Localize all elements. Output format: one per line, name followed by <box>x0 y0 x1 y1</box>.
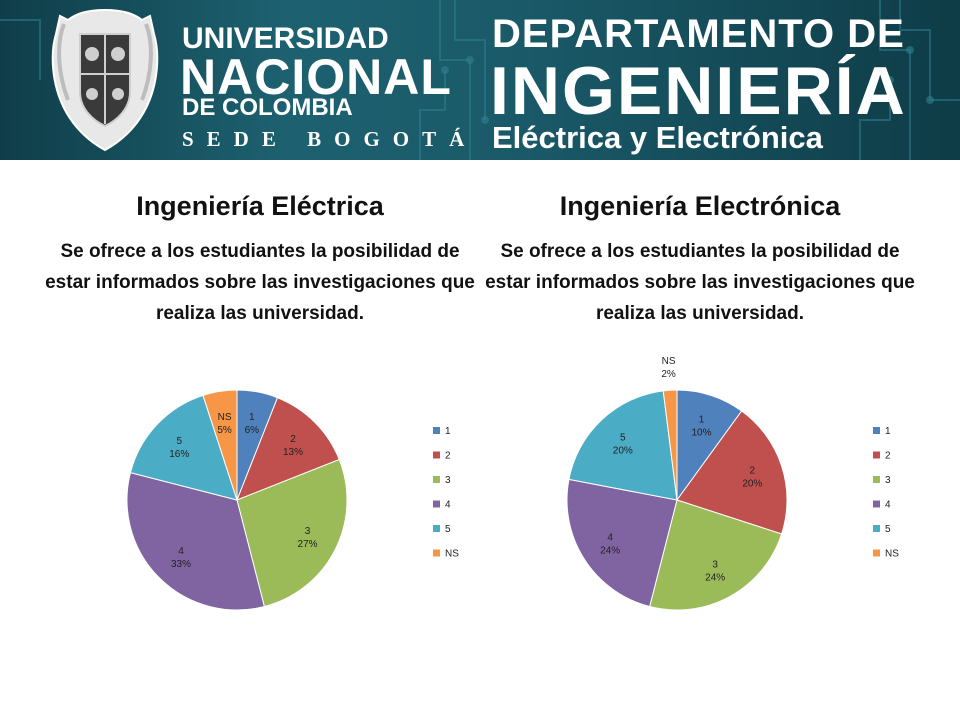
legend-entry: NS <box>445 549 459 560</box>
legend-swatch <box>873 500 880 508</box>
legend-swatch <box>873 427 880 434</box>
legend-swatch <box>873 549 880 557</box>
legend-entry: 1 <box>885 426 891 437</box>
pie-chart-electronica: 1 10% 2 20% 3 24% 4 24% 5 20% NS 2% 1 2 3 4 5 NS <box>566 356 899 611</box>
chart-subtitle: Se ofrece a los estudiantes la posibilid… <box>485 241 915 324</box>
university-name-line1: UNIVERSIDAD <box>182 22 389 55</box>
pie-slice-ns <box>202 389 238 501</box>
pie-slice-2 <box>236 397 340 501</box>
legend-entry: 5 <box>445 524 451 535</box>
chart-panel-electronica: Ingeniería Electrónica Se ofrece a los e… <box>480 186 920 329</box>
pie-slice-3 <box>236 458 348 608</box>
legend-entry: 1 <box>445 426 451 437</box>
university-name-line3: DE COLOMBIA <box>182 94 353 121</box>
slice-percent-label: 24% <box>600 545 620 556</box>
university-crest-logo <box>51 8 159 152</box>
slice-category-label: 4 <box>607 532 613 543</box>
legend-entry: 3 <box>445 475 451 486</box>
legend-swatch <box>873 451 880 459</box>
legend-entry: 4 <box>885 500 891 511</box>
slice-percent-label: 20% <box>613 445 633 456</box>
department-line2: INGENIERÍA <box>490 53 907 129</box>
legend-entry: 2 <box>885 451 891 462</box>
slice-percent-label: 24% <box>705 572 725 583</box>
legend-swatch <box>433 549 440 557</box>
chart-panel-electrica: Ingeniería Eléctrica Se ofrece a los est… <box>40 186 480 329</box>
pie-slice-5 <box>568 390 678 501</box>
legend-swatch <box>433 451 440 459</box>
slice-percent-label: 6% <box>245 425 260 436</box>
pie-slice-ns <box>662 389 678 501</box>
legend-entry: 3 <box>885 475 891 486</box>
slice-category-label: 1 <box>699 415 705 426</box>
slice-category-label: 1 <box>249 412 255 423</box>
slice-category-label: 2 <box>750 466 756 477</box>
department-line3: Eléctrica y Electrónica <box>492 120 823 155</box>
legend-entry: 2 <box>445 451 451 462</box>
slice-percent-label: 27% <box>298 539 318 550</box>
slice-category-label: 4 <box>178 546 184 557</box>
university-campus: SEDE BOGOTÁ <box>182 127 478 151</box>
slice-category-label: 5 <box>176 436 182 447</box>
department-line1: DEPARTAMENTO DE <box>492 12 905 56</box>
chart-title: Ingeniería Electrónica <box>559 191 841 221</box>
slice-percent-label: 13% <box>283 447 303 458</box>
legend-entry: NS <box>885 549 899 560</box>
legend-swatch <box>873 525 880 532</box>
slice-category-label: NS <box>662 356 676 367</box>
legend-swatch <box>433 525 440 532</box>
slice-percent-label: 33% <box>171 559 191 570</box>
legend-entry: 5 <box>885 524 891 535</box>
chart-title: Ingeniería Eléctrica <box>136 191 384 221</box>
pie-slice-3 <box>649 499 783 611</box>
legend-entry: 4 <box>445 500 451 511</box>
slice-category-label: 2 <box>290 434 296 445</box>
slice-percent-label: 20% <box>742 479 762 490</box>
university-name-line2: NACIONAL <box>180 49 452 105</box>
slice-category-label: 3 <box>712 559 718 570</box>
slice-category-label: 3 <box>305 526 311 537</box>
pie-slice-2 <box>676 410 788 535</box>
slice-percent-label: 16% <box>169 449 189 460</box>
slice-category-label: 5 <box>620 432 626 443</box>
slice-percent-label: 10% <box>691 428 711 439</box>
header-banner: UNIVERSIDAD NACIONAL DE COLOMBIA SEDE BO… <box>0 0 960 160</box>
legend-swatch <box>873 476 880 483</box>
pie-slice-4 <box>566 478 678 608</box>
slice-percent-label: 2% <box>661 369 676 380</box>
legend-swatch <box>433 476 440 483</box>
slice-percent-label: 5% <box>217 425 232 436</box>
pie-slice-5 <box>129 394 238 501</box>
legend-swatch <box>433 427 440 434</box>
chart-subtitle: Se ofrece a los estudiantes la posibilid… <box>45 241 475 324</box>
slice-category-label: NS <box>218 412 232 423</box>
pie-slice-4 <box>126 472 265 611</box>
circuit-pattern <box>0 0 960 160</box>
legend-swatch <box>433 500 440 508</box>
